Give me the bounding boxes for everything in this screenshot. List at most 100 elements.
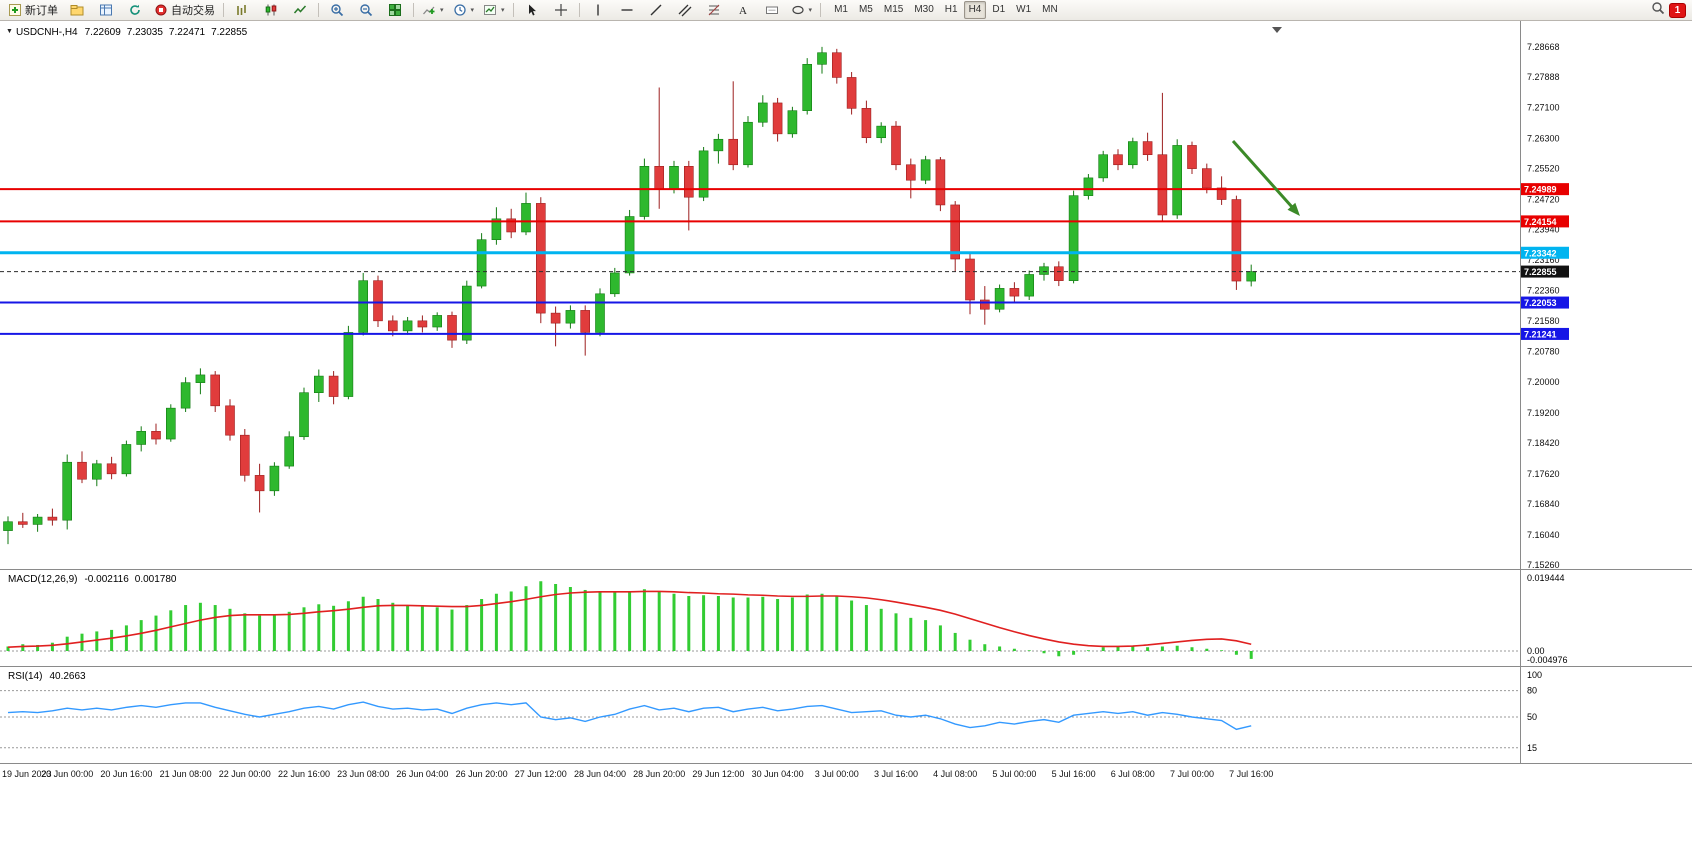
svg-text:0.019444: 0.019444 [1527, 573, 1565, 583]
svg-text:28 Jun 20:00: 28 Jun 20:00 [633, 769, 685, 779]
fibonacci-tool-button[interactable] [700, 1, 728, 20]
svg-text:7 Jul 16:00: 7 Jul 16:00 [1229, 769, 1273, 779]
zoom-out-icon [359, 3, 373, 17]
text-tool-button[interactable]: A [729, 1, 757, 20]
crosshair-tool-button[interactable] [547, 1, 575, 20]
svg-text:20 Jun 16:00: 20 Jun 16:00 [100, 769, 152, 779]
chart-profiles-button[interactable] [63, 1, 91, 20]
svg-text:80: 80 [1527, 686, 1537, 696]
shapes-icon [791, 3, 805, 17]
chart-area[interactable]: ▼ USDCNH-,H4 7.22609 7.23035 7.22471 7.22855 … [0, 21, 1692, 846]
separator [512, 3, 514, 17]
vertical-line-tool-button[interactable] [584, 1, 612, 20]
svg-text:7.24989: 7.24989 [1524, 185, 1557, 195]
svg-text:7.16040: 7.16040 [1527, 530, 1560, 540]
timeframe-h4-button[interactable]: H4 [963, 1, 987, 19]
notification-badge[interactable]: 1 [1669, 2, 1686, 18]
timeframe-m30-button[interactable]: M30 [914, 4, 934, 15]
svg-text:22 Jun 16:00: 22 Jun 16:00 [278, 769, 330, 779]
trendline-icon [649, 3, 663, 17]
separator [318, 3, 319, 17]
refresh-icon [128, 3, 142, 17]
line-chart-mode-button[interactable] [286, 1, 314, 20]
timeframe-h1-button[interactable]: H1 [944, 4, 958, 15]
svg-text:26 Jun 20:00: 26 Jun 20:00 [456, 769, 508, 779]
dropdown-caret-icon: ▾ [440, 7, 444, 14]
timeframe-m15-button[interactable]: M15 [883, 4, 904, 15]
svg-text:3 Jul 00:00: 3 Jul 00:00 [815, 769, 859, 779]
bar-chart-icon [235, 3, 249, 17]
collapse-triangle-icon[interactable]: ▼ [6, 28, 13, 35]
template-icon [483, 3, 497, 17]
autotrade-button[interactable]: 自动交易 [150, 1, 219, 20]
market-watch-button[interactable] [92, 1, 120, 20]
timeframe-w1-button[interactable]: W1 [1016, 4, 1032, 15]
svg-text:7.26300: 7.26300 [1527, 133, 1560, 143]
channel-icon [678, 3, 692, 17]
svg-text:7.20000: 7.20000 [1527, 377, 1560, 387]
tile-windows-button[interactable] [381, 1, 409, 20]
channel-tool-button[interactable] [671, 1, 699, 20]
label-icon [765, 3, 779, 17]
timeframe-group: M1 M5 M15 M30 H1 H4 D1 W1 MN [829, 1, 1063, 19]
svg-text:28 Jun 04:00: 28 Jun 04:00 [574, 769, 626, 779]
separator [578, 3, 580, 17]
label-tool-button[interactable] [758, 1, 786, 20]
svg-text:7.17620: 7.17620 [1527, 469, 1560, 479]
indicators-button[interactable]: ▾ [418, 1, 448, 20]
search-icon[interactable] [1651, 1, 1665, 20]
svg-text:A: A [739, 5, 747, 17]
new-order-label: 新订单 [25, 5, 58, 17]
periods-button[interactable]: ▾ [449, 1, 479, 20]
svg-text:7.23160: 7.23160 [1527, 255, 1560, 265]
zoom-in-button[interactable] [323, 1, 351, 20]
svg-text:15: 15 [1527, 743, 1537, 753]
horizontal-line-tool-button[interactable] [613, 1, 641, 20]
low-value: 7.22471 [168, 27, 206, 38]
timeframe-m1-button[interactable]: M1 [834, 4, 848, 15]
svg-text:7.22360: 7.22360 [1527, 286, 1560, 296]
chart-profiles-icon [70, 3, 84, 17]
svg-text:19 Jun 2023: 19 Jun 2023 [2, 769, 52, 779]
svg-text:7.22053: 7.22053 [1524, 298, 1557, 308]
zoom-in-icon [330, 3, 344, 17]
svg-text:7.27100: 7.27100 [1527, 103, 1560, 113]
trendline-tool-button[interactable] [642, 1, 670, 20]
text-icon: A [736, 3, 750, 17]
svg-text:7 Jul 00:00: 7 Jul 00:00 [1170, 769, 1214, 779]
svg-text:7.15260: 7.15260 [1527, 560, 1560, 570]
svg-text:4 Jul 08:00: 4 Jul 08:00 [933, 769, 977, 779]
svg-text:20 Jun 00:00: 20 Jun 00:00 [41, 769, 93, 779]
refresh-button[interactable] [121, 1, 149, 20]
svg-text:7.23342: 7.23342 [1524, 248, 1557, 258]
templates-button[interactable]: ▾ [479, 1, 509, 20]
rsi-indicator-header: RSI(14) 40.2663 [8, 671, 92, 682]
cursor-tool-button[interactable] [518, 1, 546, 20]
crosshair-icon [554, 3, 568, 17]
svg-text:26 Jun 04:00: 26 Jun 04:00 [396, 769, 448, 779]
bar-chart-mode-button[interactable] [228, 1, 256, 20]
svg-text:7.22855: 7.22855 [1524, 267, 1557, 277]
vertical-line-icon [591, 3, 605, 17]
svg-text:7.18420: 7.18420 [1527, 438, 1560, 448]
timeframe-mn-button[interactable]: MN [1042, 4, 1058, 15]
zoom-out-button[interactable] [352, 1, 380, 20]
shapes-tool-button[interactable]: ▾ [787, 1, 817, 20]
new-order-button[interactable]: 新订单 [4, 1, 62, 20]
rsi-title: RSI(14) [8, 671, 43, 682]
svg-text:7.23940: 7.23940 [1527, 225, 1560, 235]
svg-text:27 Jun 12:00: 27 Jun 12:00 [515, 769, 567, 779]
separator [413, 3, 414, 17]
cursor-icon [525, 3, 539, 17]
separator [223, 3, 224, 17]
macd-main-value: -0.002116 [84, 574, 129, 585]
svg-text:7.28668: 7.28668 [1527, 42, 1560, 52]
candlestick-mode-button[interactable] [257, 1, 285, 20]
dropdown-caret-icon: ▾ [808, 7, 813, 14]
high-value: 7.23035 [126, 27, 163, 38]
chart-canvas[interactable]: 7.28668 7.27888 7.27100 7.26300 7.25520 7.247… [0, 21, 1692, 846]
svg-text:7.25520: 7.25520 [1527, 164, 1560, 174]
new-order-icon [8, 3, 22, 17]
timeframe-m5-button[interactable]: M5 [858, 4, 873, 15]
timeframe-d1-button[interactable]: D1 [992, 4, 1006, 15]
